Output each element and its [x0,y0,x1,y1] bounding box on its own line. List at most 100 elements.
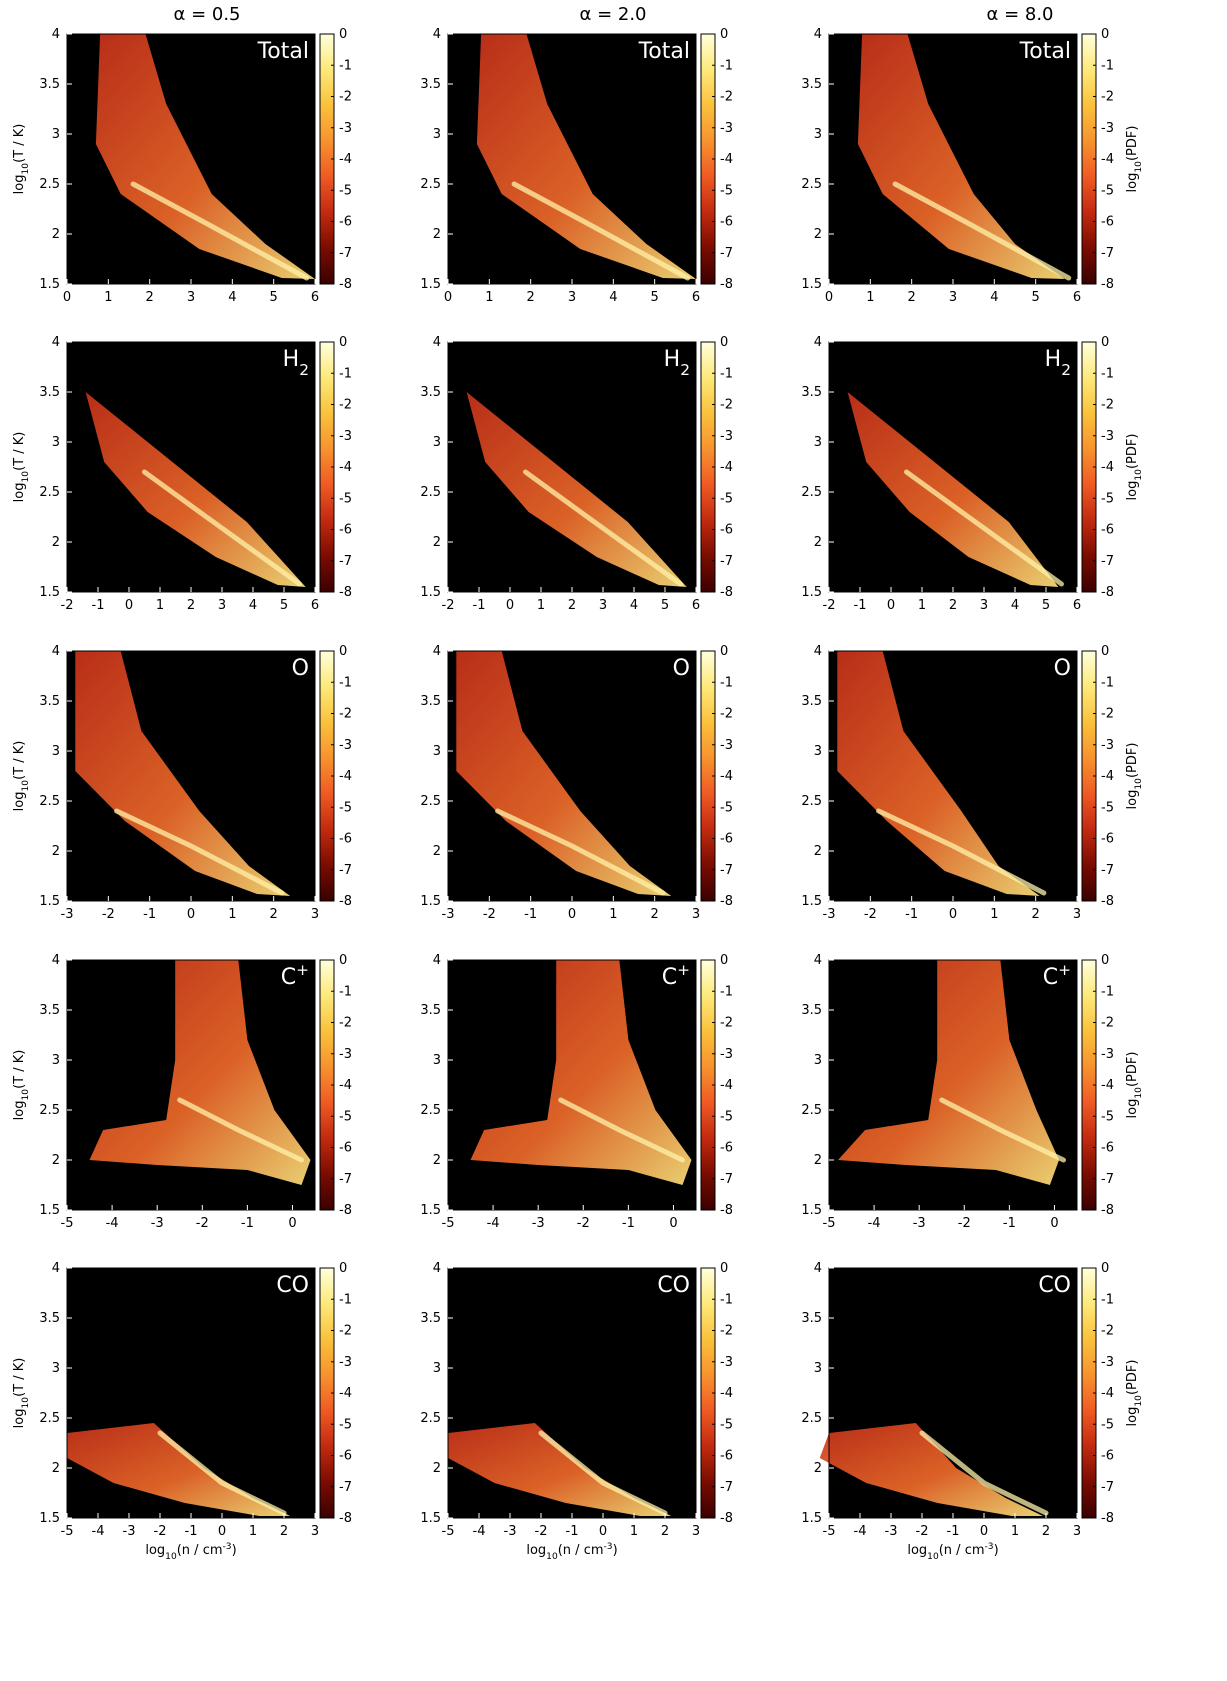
x-tick-label: -2 [535,1524,548,1539]
colorbar-tick-label: -6 [339,215,352,230]
density-region [95,34,316,279]
y-tick-label: 2.5 [420,1411,441,1426]
y-tick-label: 4 [814,335,822,350]
panel-h2-col3: 1.5 2 2.5 3 3.5 4 -2 -1 0 1 2 3 4 5 6 H2 0 -1 -2 -3 -4 -5 -6 -7… [801,335,1144,613]
panel-label: C+ [1043,961,1071,990]
y-tick-label: 4 [52,1261,60,1276]
y-tick-label: 3 [433,1053,441,1068]
y-tick-label: 3 [433,435,441,450]
colorbar-tick-label: -8 [720,1203,733,1218]
y-tick-label: 2 [433,844,441,859]
y-tick-label: 2 [433,1461,441,1476]
x-tick-label: 4 [990,290,998,305]
x-tick-label: -2 [154,1524,167,1539]
x-tick-label: -1 [241,1216,254,1231]
x-tick-label: -1 [473,598,486,613]
y-tick-label: 1.5 [39,894,60,909]
x-tick-label: 3 [599,598,607,613]
y-tick-label: 1.5 [801,894,822,909]
y-tick-label: 3 [52,435,60,450]
x-tick-label: -2 [483,907,496,922]
colorbar-tick-label: -8 [720,585,733,600]
colorbar-tick-label: -3 [1101,1355,1114,1370]
y-tick-label: 2 [814,535,822,550]
colorbar-tick-label: -4 [1101,769,1114,784]
y-tick-label: 2 [52,535,60,550]
y-tick-label: 4 [814,1261,822,1276]
y-tick-label: 2 [433,1153,441,1168]
density-ridge [876,808,1047,896]
colorbar-tick-label: -6 [1101,215,1114,230]
colorbar-tick-label: -5 [339,183,352,198]
x-tick-label: -3 [442,907,455,922]
colorbar-tick-label: -5 [339,491,352,506]
colorbar-tick-label: -3 [720,738,733,753]
density-ridge [904,469,1064,587]
colorbar-tick-label: -3 [339,1355,352,1370]
colorbar-tick-label: -7 [1101,246,1114,261]
x-tick-label: -2 [958,1216,971,1231]
x-tick-label: 1 [1011,1524,1019,1539]
colorbar-tick-label: -8 [339,585,352,600]
y-tick-label: 2 [52,227,60,242]
x-tick-label: 1 [156,598,164,613]
colorbar-tick-label: -1 [339,675,352,690]
y-tick-label: 3 [52,744,60,759]
colorbar-tick-label: -2 [720,398,733,413]
plot-area [448,342,696,592]
x-tick-label: -1 [854,598,867,613]
x-tick-label: 0 [568,907,576,922]
panel-label: C+ [281,961,309,990]
y-tick-label: 2 [433,535,441,550]
y-tick-label: 2.5 [420,485,441,500]
x-tick-label: 2 [146,290,154,305]
colorbar-tick-label: -7 [339,554,352,569]
x-tick-label: -3 [123,1524,136,1539]
colorbar-tick-label: 0 [720,953,728,968]
colorbar-tick-label: -3 [1101,738,1114,753]
colorbar-tick-label: -5 [720,491,733,506]
colorbar-tick-label: -4 [720,152,733,167]
density-ridge [919,1430,1049,1516]
colorbar-tick-label: -2 [339,1324,352,1339]
colorbar-tick-label: -8 [720,894,733,909]
plot-frame [447,959,697,1211]
x-tick-label: -5 [823,1216,836,1231]
y-tick-label: 1.5 [420,894,441,909]
x-tick-label: -3 [913,1216,926,1231]
colorbar-tick-label: -6 [720,523,733,538]
density-region [857,34,1065,279]
x-tick-label: 0 [887,598,895,613]
y-tick-label: 2.5 [801,794,822,809]
panel-o-col3: 1.5 2 2.5 3 3.5 4 -3 -2 -1 0 1 2 3 O 0 -1 -2 -3 -4 -5 -6 -7 -8… [801,644,1144,922]
x-tick-label: -1 [622,1216,635,1231]
x-tick-label: 2 [270,907,278,922]
x-tick-label: -3 [151,1216,164,1231]
colorbar-tick-label: 0 [1101,1261,1109,1276]
colorbar-tick-label: -4 [1101,152,1114,167]
x-tick-label: 5 [651,290,659,305]
panel-label: CO [657,1273,690,1298]
colorbar-tick-label: -7 [1101,863,1114,878]
x-tick-label: -1 [947,1524,960,1539]
y-tick-label: 2.5 [801,485,822,500]
density-region [838,960,1059,1185]
colorbar-tick-label: 0 [1101,644,1109,659]
x-tick-label: 0 [218,1524,226,1539]
colorbar-tick-label: -2 [339,707,352,722]
colorbar-tick-label: -3 [720,1047,733,1062]
colorbar-tick-label: -7 [720,1480,733,1495]
x-tick-label: 1 [228,907,236,922]
y-tick-label: 2.5 [39,794,60,809]
x-tick-label: -1 [566,1524,579,1539]
y-tick-label: 3.5 [39,385,60,400]
x-tick-label: 3 [1073,907,1081,922]
colorbar-tick-label: 0 [339,1261,347,1276]
x-tick-label: 6 [311,290,319,305]
panel-label: Total [638,39,690,64]
y-tick-label: 1.5 [420,1511,441,1526]
x-tick-label: 2 [187,598,195,613]
x-tick-label: 2 [568,598,576,613]
plot-frame [828,959,1078,1211]
colorbar-tick-label: -1 [720,58,733,73]
